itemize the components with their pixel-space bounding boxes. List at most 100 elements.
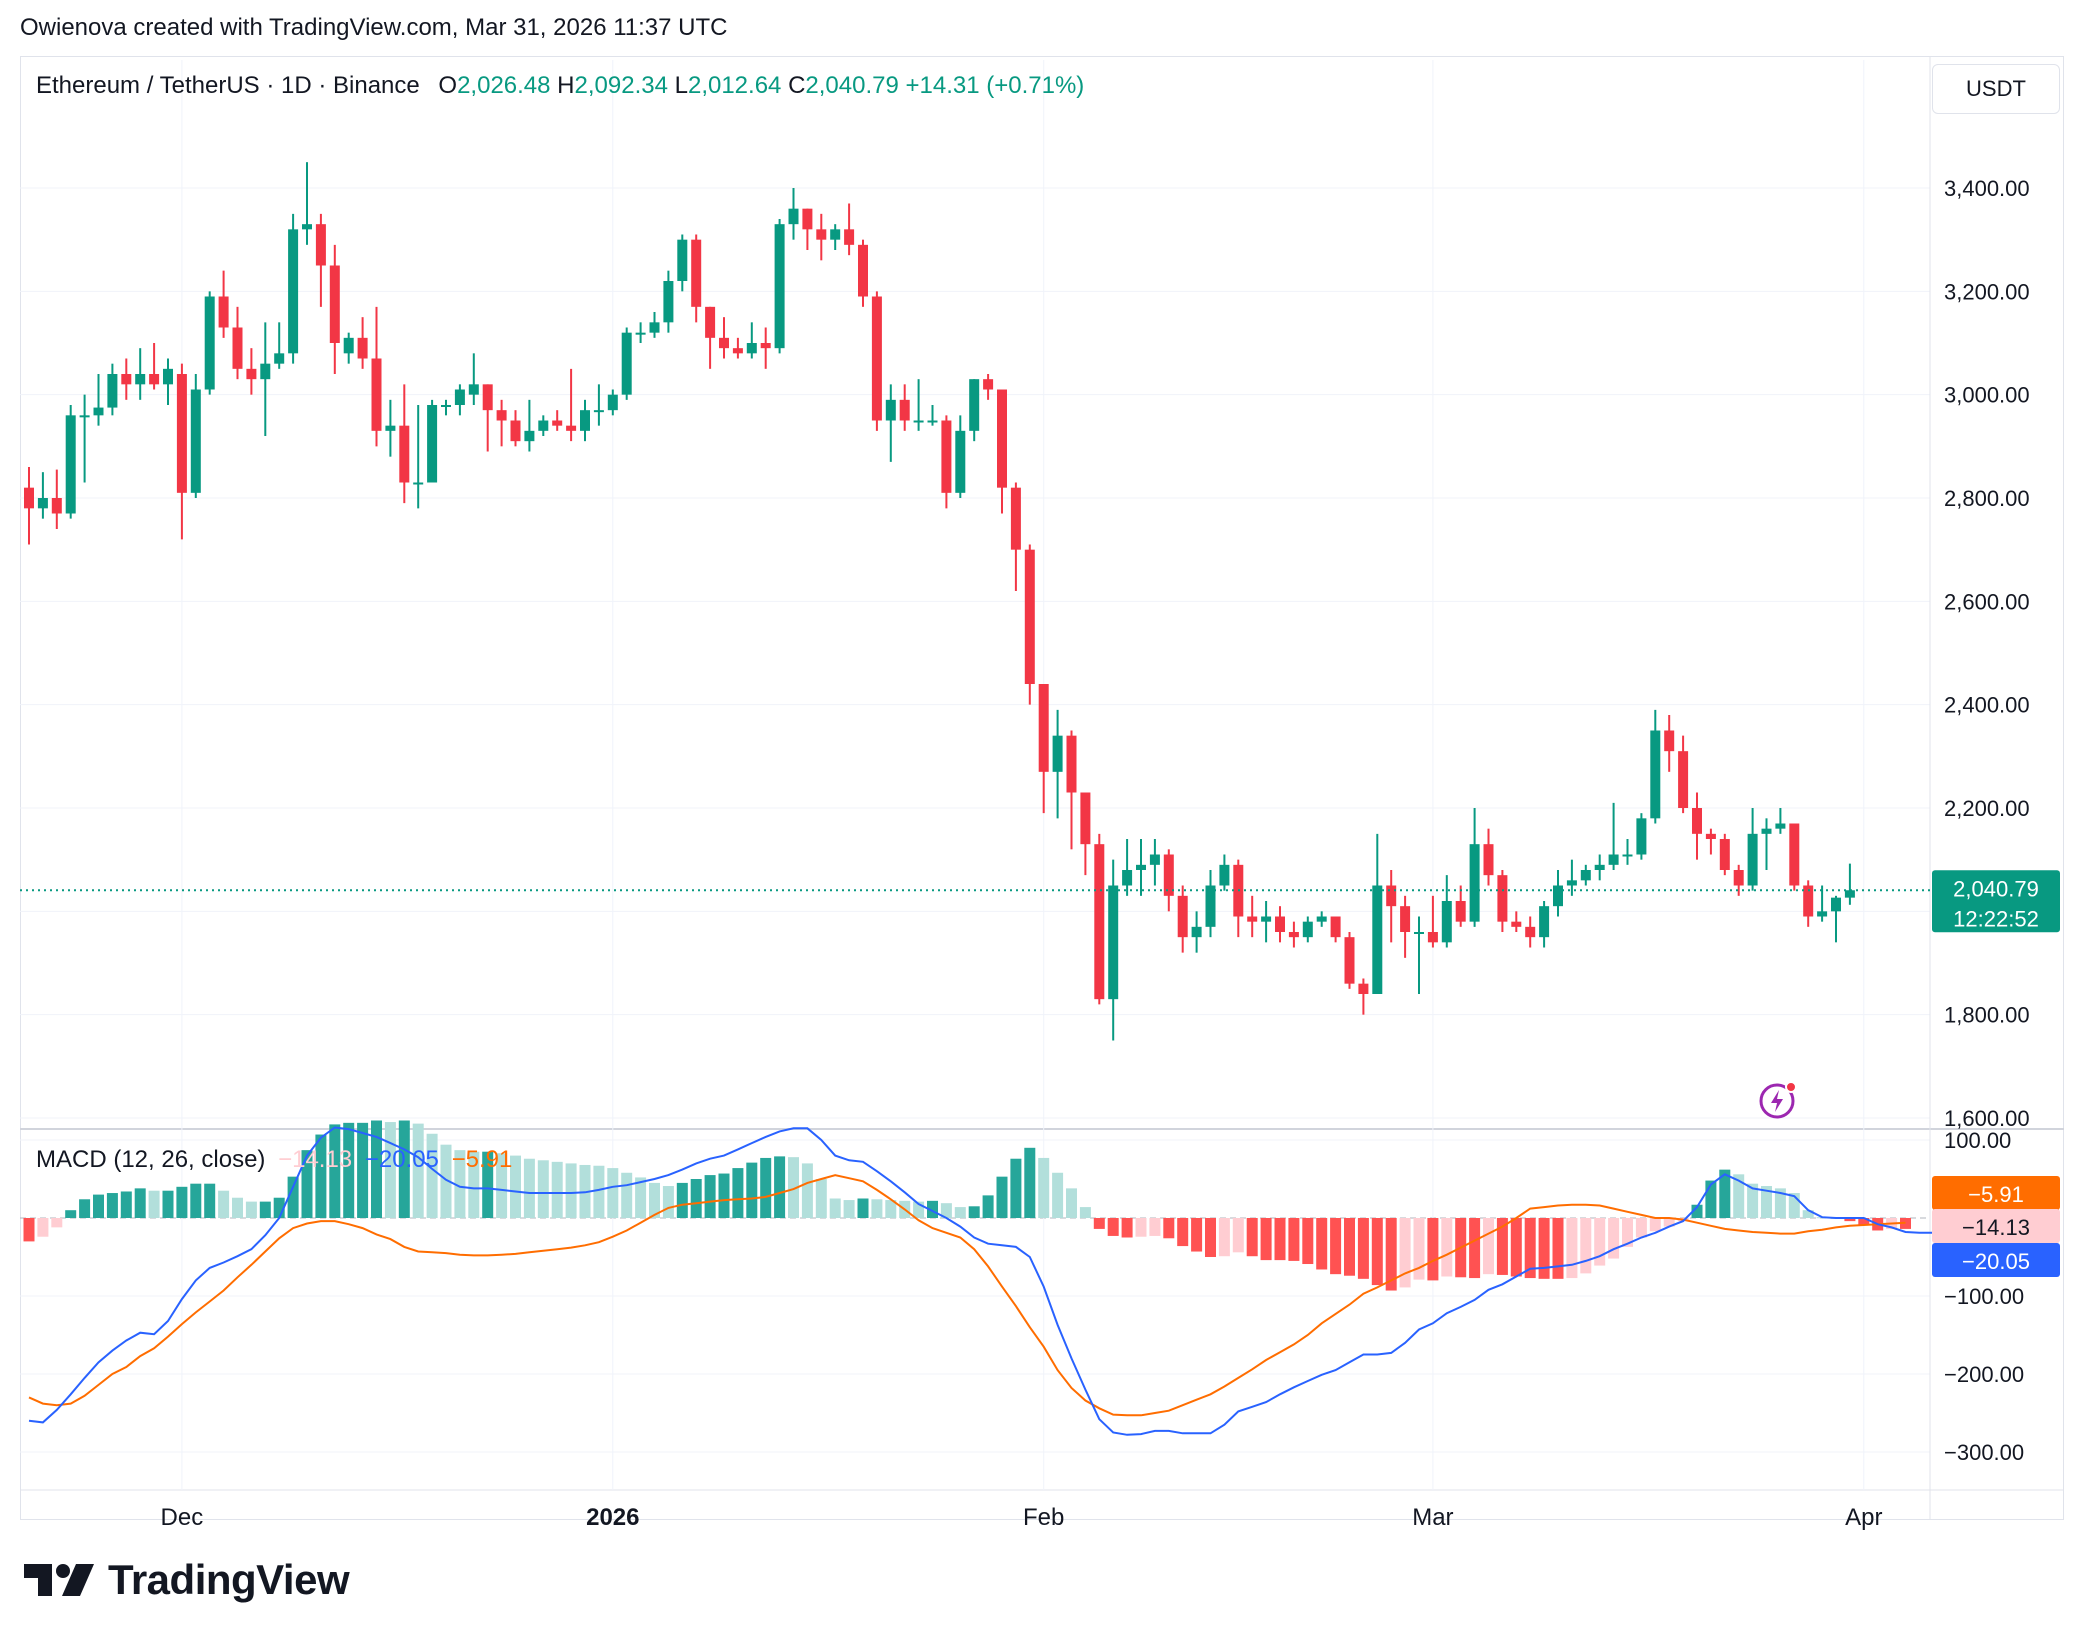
histogram-bar [176, 1186, 188, 1218]
histogram-bar [1302, 1218, 1314, 1265]
histogram-bar [843, 1200, 855, 1218]
candle [357, 317, 368, 369]
candle [1733, 864, 1744, 896]
candle-body [1372, 885, 1383, 994]
candle-body [357, 337, 368, 359]
candle-body [1010, 487, 1021, 550]
candle-body [1066, 735, 1077, 793]
candle [218, 270, 229, 338]
candle [719, 317, 729, 359]
candle [232, 306, 243, 380]
candle [1149, 839, 1160, 886]
candle [983, 374, 994, 400]
candle-body [844, 229, 855, 245]
candle-body [218, 296, 229, 328]
histogram-bar [871, 1199, 883, 1218]
candle [1205, 870, 1216, 938]
flash-icon[interactable] [1758, 1080, 1798, 1120]
candle-body [1330, 916, 1341, 938]
candle-body [1803, 885, 1814, 917]
candle-body [1441, 901, 1452, 943]
candle [204, 291, 215, 395]
histogram-bar [357, 1122, 369, 1218]
histogram-bar [1552, 1218, 1564, 1279]
candle [1219, 854, 1230, 891]
histogram-bar [1663, 1218, 1675, 1227]
candle [1261, 901, 1272, 943]
candle [760, 327, 771, 369]
candle-body [1497, 875, 1508, 922]
histogram-bar [662, 1186, 674, 1218]
candle-body [802, 208, 813, 230]
histogram-bar [1441, 1218, 1453, 1277]
candle [802, 208, 813, 250]
candle [65, 405, 76, 519]
candle [1177, 885, 1188, 953]
histogram-bar [51, 1218, 63, 1228]
candle [343, 332, 354, 364]
candle [774, 219, 785, 354]
candle-body [204, 296, 215, 390]
candle-body [246, 368, 257, 380]
candle-body [1761, 828, 1772, 834]
candle [24, 467, 34, 545]
macd-line [28, 1126, 1934, 1436]
histogram-bar [1594, 1218, 1606, 1266]
candle [677, 234, 688, 292]
histogram-bar [1093, 1218, 1105, 1229]
candle [927, 405, 938, 426]
macd-signal-tag-bg [1932, 1176, 2060, 1210]
candle [496, 399, 507, 447]
tradingview-logo[interactable]: TradingView [24, 1556, 350, 1604]
candle-body [1386, 885, 1397, 907]
candle [969, 379, 980, 442]
candle-body [1511, 921, 1522, 927]
candle [1455, 885, 1466, 927]
candle [732, 337, 743, 359]
candle-body [1664, 730, 1675, 752]
histogram-bar [746, 1162, 758, 1218]
candle [621, 327, 632, 400]
histogram-bar [913, 1201, 925, 1218]
candle-body [1469, 844, 1480, 922]
currency-selector-button[interactable]: USDT [1932, 64, 2060, 114]
candle-body [1344, 937, 1355, 984]
histogram-bar [106, 1193, 118, 1218]
candle [1038, 684, 1049, 814]
candle [607, 389, 618, 416]
close-label: C [788, 72, 806, 99]
histogram-bar [148, 1190, 160, 1218]
candle-body [1636, 818, 1647, 855]
histogram-bar [398, 1120, 410, 1218]
candle-body [149, 374, 160, 385]
histogram-bar [649, 1182, 660, 1218]
macd-line-tag-bg [1932, 1243, 2060, 1277]
histogram-bar [79, 1199, 91, 1218]
histogram-bar [704, 1175, 716, 1218]
histogram-bar [454, 1150, 466, 1218]
candle [1330, 916, 1341, 943]
candle-body [969, 379, 980, 431]
time-axis-tick: 2026 [586, 1504, 639, 1531]
histogram-bar [1177, 1218, 1189, 1247]
candle-body [163, 368, 173, 385]
histogram-bar [1761, 1186, 1772, 1218]
candle [1622, 839, 1633, 865]
macd-line-tag-text: −20.05 [1962, 1249, 2030, 1274]
candle [1441, 875, 1452, 948]
macd-axis-tick: 100.00 [1944, 1128, 2011, 1153]
candle-body [1275, 916, 1285, 932]
candle [1650, 709, 1661, 824]
candle [649, 312, 660, 338]
candle-body [1136, 864, 1146, 870]
candle-body [135, 374, 146, 385]
candle-body [329, 265, 340, 343]
candle-body [274, 353, 285, 364]
histogram-bar [65, 1210, 77, 1218]
candle-body [941, 420, 952, 493]
time-axis-tick: Feb [1023, 1504, 1064, 1531]
histogram-bar [93, 1194, 104, 1218]
candle [580, 399, 590, 442]
candle [1761, 818, 1772, 870]
